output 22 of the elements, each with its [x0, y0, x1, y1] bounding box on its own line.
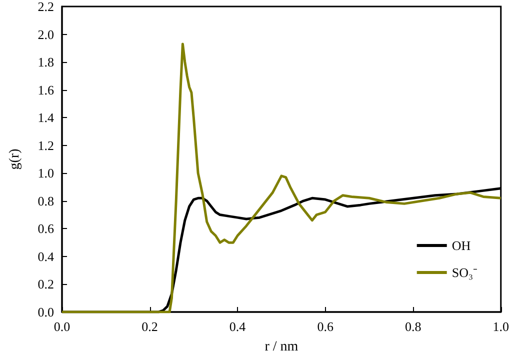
y-tick-label: 0.2 — [38, 276, 54, 292]
y-tick-label: 1.6 — [38, 82, 54, 98]
y-axis-title: g(r) — [8, 148, 22, 170]
legend-label: OH — [452, 238, 471, 253]
x-tick-label: 0.8 — [404, 319, 422, 334]
x-tick-label: 1.0 — [492, 319, 509, 334]
x-tick-label: 0.4 — [229, 319, 246, 334]
x-tick-label: 0.6 — [317, 319, 334, 334]
y-tick-label: 1.8 — [38, 54, 54, 70]
y-tick-label: 0.4 — [38, 248, 54, 264]
y-tick-label: 1.0 — [38, 166, 54, 181]
legend-label: SO₃⁻ — [452, 265, 478, 280]
y-tick-label: 2.0 — [38, 26, 54, 42]
y-tick-label: 0.8 — [38, 193, 54, 208]
y-tick-label: 2.2 — [38, 0, 54, 14]
y-tick-label: 0.6 — [38, 221, 54, 236]
x-tick-label: 0.2 — [142, 319, 158, 334]
y-tick-label: 1.4 — [38, 110, 54, 126]
y-tick-label: 0.0 — [38, 304, 54, 320]
x-axis-title: r / nm — [264, 340, 298, 354]
x-tick-label: 0.0 — [54, 319, 70, 334]
y-tick-label: 1.2 — [38, 138, 54, 153]
